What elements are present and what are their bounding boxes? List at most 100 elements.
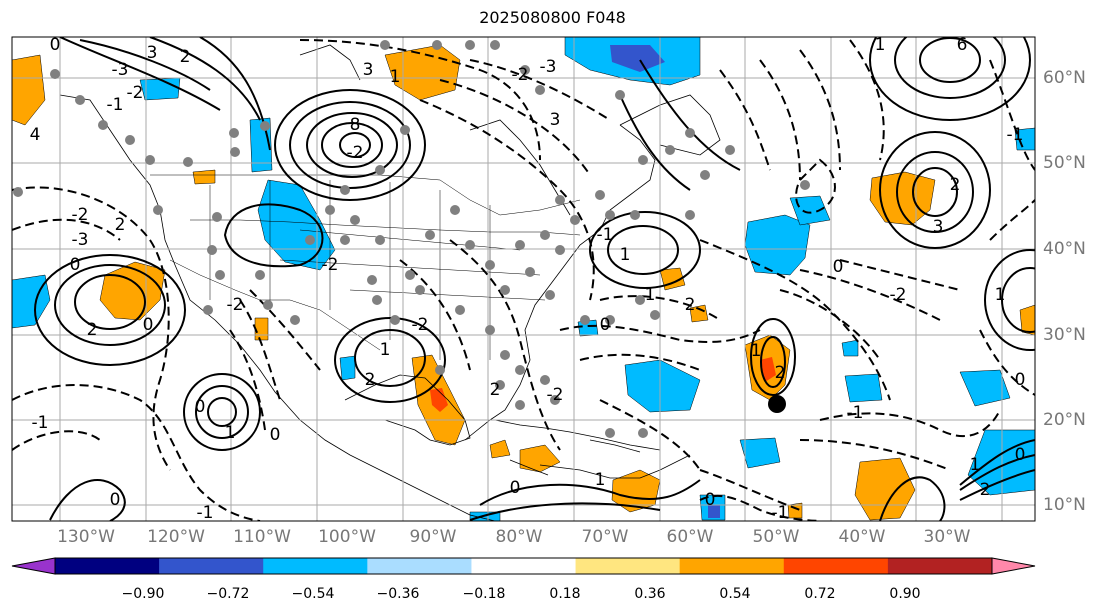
colorbar-extend-low bbox=[11, 557, 56, 575]
colorbar-segment bbox=[575, 558, 681, 574]
contour-label: 1 bbox=[380, 340, 391, 360]
contour-label: -1 bbox=[32, 413, 49, 433]
colorbar-segment bbox=[263, 558, 368, 574]
contour-label: 2 bbox=[115, 215, 126, 235]
contour-label: 0 bbox=[510, 478, 521, 498]
contour-label: -2 bbox=[322, 255, 339, 275]
contour-label: 1 bbox=[970, 455, 981, 475]
lon-label: 70°W bbox=[581, 527, 629, 547]
contour-label: -1 bbox=[1007, 125, 1024, 145]
map-title: 2025080800 F048 bbox=[479, 8, 626, 27]
strong-positive-anomaly-shading bbox=[430, 357, 776, 412]
contour-label: -1 bbox=[597, 225, 614, 245]
contour-label: 0 bbox=[70, 255, 81, 275]
lon-label: 90°W bbox=[409, 527, 457, 547]
contour-label: -3 bbox=[72, 230, 89, 250]
contour-label: 1 bbox=[995, 285, 1006, 305]
lon-label: 50°W bbox=[752, 527, 800, 547]
contour-label: -1 bbox=[107, 95, 124, 115]
contour-label: 1 bbox=[390, 67, 401, 87]
colorbar-tick: 0.90 bbox=[889, 586, 921, 602]
contour-label: -2 bbox=[127, 83, 144, 103]
lat-label: 10°N bbox=[1043, 495, 1086, 515]
lon-label: 100°W bbox=[318, 527, 376, 547]
lat-label: 30°N bbox=[1043, 325, 1086, 345]
contour-label: -2 bbox=[890, 285, 907, 305]
contour-label: -2 bbox=[227, 295, 244, 315]
colorbar-segment bbox=[679, 558, 785, 574]
coastlines bbox=[59, 44, 721, 521]
contour-label: 2 bbox=[980, 480, 991, 500]
contour-label: -1 bbox=[772, 503, 789, 523]
lon-label: 30°W bbox=[923, 527, 971, 547]
colorbar-tick: 0.36 bbox=[634, 586, 666, 602]
lon-label: 130°W bbox=[57, 527, 115, 547]
contour-label: 2 bbox=[685, 295, 696, 315]
contour-label: 0 bbox=[143, 315, 154, 335]
contour-label: 2 bbox=[180, 47, 191, 67]
lat-label: 40°N bbox=[1043, 239, 1086, 259]
contour-label: 0 bbox=[1015, 445, 1026, 465]
lat-label: 20°N bbox=[1043, 410, 1086, 430]
contour-label: -2 bbox=[412, 315, 429, 335]
political-borders bbox=[150, 174, 581, 360]
contour-label: 6 bbox=[957, 35, 968, 55]
contour-label: 3 bbox=[550, 110, 561, 130]
colorbar-tick: −0.90 bbox=[121, 586, 165, 602]
colorbar-segment bbox=[159, 558, 264, 574]
colorbar-segment bbox=[471, 558, 577, 574]
colorbar-tick: −0.54 bbox=[291, 586, 335, 602]
contour-label: 3 bbox=[933, 217, 944, 237]
negative-contours bbox=[12, 39, 1035, 521]
contour-label: 3 bbox=[363, 60, 374, 80]
contour-label: 0 bbox=[600, 315, 611, 335]
contour-label: 0 bbox=[1015, 370, 1026, 390]
colorbar-tick: 0.72 bbox=[804, 586, 836, 602]
contour-label: 2 bbox=[490, 380, 501, 400]
colorbar-segment bbox=[367, 558, 472, 574]
colorbar-segment bbox=[783, 558, 889, 574]
contour-label: 2 bbox=[87, 320, 98, 340]
contour-labels: 3 -3 2 -2 -1 0 1 3 4 8 -2 6 -3 3 -2 2 -1… bbox=[30, 35, 1026, 523]
contour-label: -2 bbox=[512, 65, 529, 85]
lat-lon-grid bbox=[12, 37, 1035, 521]
lon-label: 40°W bbox=[838, 527, 886, 547]
contour-label: -3 bbox=[540, 57, 557, 77]
storm-center-marker bbox=[768, 395, 786, 413]
contour-label: 1 bbox=[645, 285, 656, 305]
contour-label: -1 bbox=[197, 503, 214, 523]
contour-label: 2 bbox=[950, 175, 961, 195]
colorbar-tick: −0.36 bbox=[376, 586, 420, 602]
colorbar bbox=[11, 557, 1036, 575]
map-frame bbox=[11, 36, 1036, 522]
colorbar-segment bbox=[55, 558, 160, 574]
colorbar-tick: 0.54 bbox=[719, 586, 751, 602]
contour-label: -3 bbox=[112, 60, 129, 80]
contour-label: 2 bbox=[775, 363, 786, 383]
contour-label: -2 bbox=[547, 385, 564, 405]
contour-label: -2 bbox=[347, 143, 364, 163]
contour-label: 1 bbox=[620, 245, 631, 265]
contour-label: 0 bbox=[110, 490, 121, 510]
contour-label: 1 bbox=[751, 341, 762, 361]
lon-label: 80°W bbox=[495, 527, 543, 547]
contour-label: 0 bbox=[833, 257, 844, 277]
lon-label: 60°W bbox=[666, 527, 714, 547]
lon-label: 110°W bbox=[233, 527, 291, 547]
map-background bbox=[12, 37, 1035, 521]
contour-label: 0 bbox=[50, 35, 61, 55]
contour-label: 8 bbox=[350, 115, 361, 135]
contour-label: 4 bbox=[30, 125, 41, 145]
contour-label: 3 bbox=[147, 43, 158, 63]
colorbar-frame bbox=[54, 557, 993, 575]
colorbar-tick: −0.72 bbox=[206, 586, 250, 602]
positive-contours bbox=[34, 37, 1035, 521]
colorbar-tick: −0.18 bbox=[462, 586, 506, 602]
contour-label: 1 bbox=[595, 470, 606, 490]
contour-label: 2 bbox=[365, 370, 376, 390]
colorbar-segment bbox=[887, 558, 993, 574]
contour-label: 1 bbox=[875, 35, 886, 55]
contour-label: 0 bbox=[705, 490, 716, 510]
contour-label: 1 bbox=[225, 423, 236, 443]
